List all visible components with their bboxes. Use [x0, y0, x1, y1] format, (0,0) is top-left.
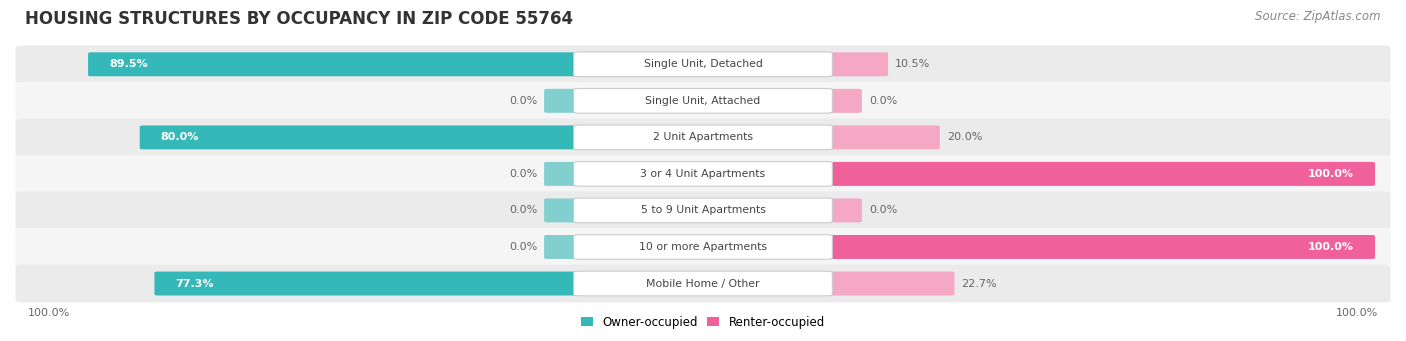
Text: Source: ZipAtlas.com: Source: ZipAtlas.com: [1256, 10, 1381, 23]
Text: 100.0%: 100.0%: [1308, 169, 1354, 179]
FancyBboxPatch shape: [15, 155, 1391, 193]
Text: 89.5%: 89.5%: [110, 59, 148, 69]
FancyBboxPatch shape: [15, 265, 1391, 302]
Text: Single Unit, Attached: Single Unit, Attached: [645, 96, 761, 106]
Text: 10 or more Apartments: 10 or more Apartments: [638, 242, 768, 252]
Text: 0.0%: 0.0%: [509, 169, 537, 179]
FancyBboxPatch shape: [544, 198, 583, 222]
FancyBboxPatch shape: [823, 89, 862, 113]
FancyBboxPatch shape: [823, 271, 955, 296]
FancyBboxPatch shape: [823, 162, 1375, 186]
FancyBboxPatch shape: [574, 52, 832, 77]
Text: Mobile Home / Other: Mobile Home / Other: [647, 279, 759, 288]
Text: 0.0%: 0.0%: [869, 205, 897, 216]
FancyBboxPatch shape: [574, 162, 832, 186]
Text: HOUSING STRUCTURES BY OCCUPANCY IN ZIP CODE 55764: HOUSING STRUCTURES BY OCCUPANCY IN ZIP C…: [25, 10, 574, 28]
Legend: Owner-occupied, Renter-occupied: Owner-occupied, Renter-occupied: [576, 311, 830, 333]
FancyBboxPatch shape: [574, 89, 832, 113]
Text: 100.0%: 100.0%: [1336, 308, 1378, 318]
Text: 0.0%: 0.0%: [509, 242, 537, 252]
FancyBboxPatch shape: [89, 52, 583, 76]
FancyBboxPatch shape: [544, 89, 583, 113]
FancyBboxPatch shape: [574, 198, 832, 223]
Text: 3 or 4 Unit Apartments: 3 or 4 Unit Apartments: [641, 169, 765, 179]
Text: 0.0%: 0.0%: [509, 96, 537, 106]
FancyBboxPatch shape: [15, 118, 1391, 156]
FancyBboxPatch shape: [139, 125, 583, 149]
FancyBboxPatch shape: [15, 45, 1391, 83]
FancyBboxPatch shape: [15, 82, 1391, 120]
FancyBboxPatch shape: [544, 235, 583, 259]
FancyBboxPatch shape: [823, 235, 1375, 259]
Text: 22.7%: 22.7%: [962, 279, 997, 288]
Text: 20.0%: 20.0%: [946, 132, 983, 143]
Text: 10.5%: 10.5%: [896, 59, 931, 69]
FancyBboxPatch shape: [544, 162, 583, 186]
FancyBboxPatch shape: [15, 192, 1391, 229]
FancyBboxPatch shape: [15, 228, 1391, 266]
Text: 100.0%: 100.0%: [28, 308, 70, 318]
Text: 0.0%: 0.0%: [509, 205, 537, 216]
Text: 5 to 9 Unit Apartments: 5 to 9 Unit Apartments: [641, 205, 765, 216]
Text: 0.0%: 0.0%: [869, 96, 897, 106]
Text: Single Unit, Detached: Single Unit, Detached: [644, 59, 762, 69]
FancyBboxPatch shape: [574, 125, 832, 150]
Text: 2 Unit Apartments: 2 Unit Apartments: [652, 132, 754, 143]
FancyBboxPatch shape: [823, 52, 889, 76]
Text: 80.0%: 80.0%: [160, 132, 200, 143]
FancyBboxPatch shape: [823, 198, 862, 222]
FancyBboxPatch shape: [155, 271, 583, 296]
FancyBboxPatch shape: [574, 271, 832, 296]
Text: 100.0%: 100.0%: [1308, 242, 1354, 252]
Text: 77.3%: 77.3%: [176, 279, 214, 288]
FancyBboxPatch shape: [823, 125, 939, 149]
FancyBboxPatch shape: [574, 235, 832, 259]
